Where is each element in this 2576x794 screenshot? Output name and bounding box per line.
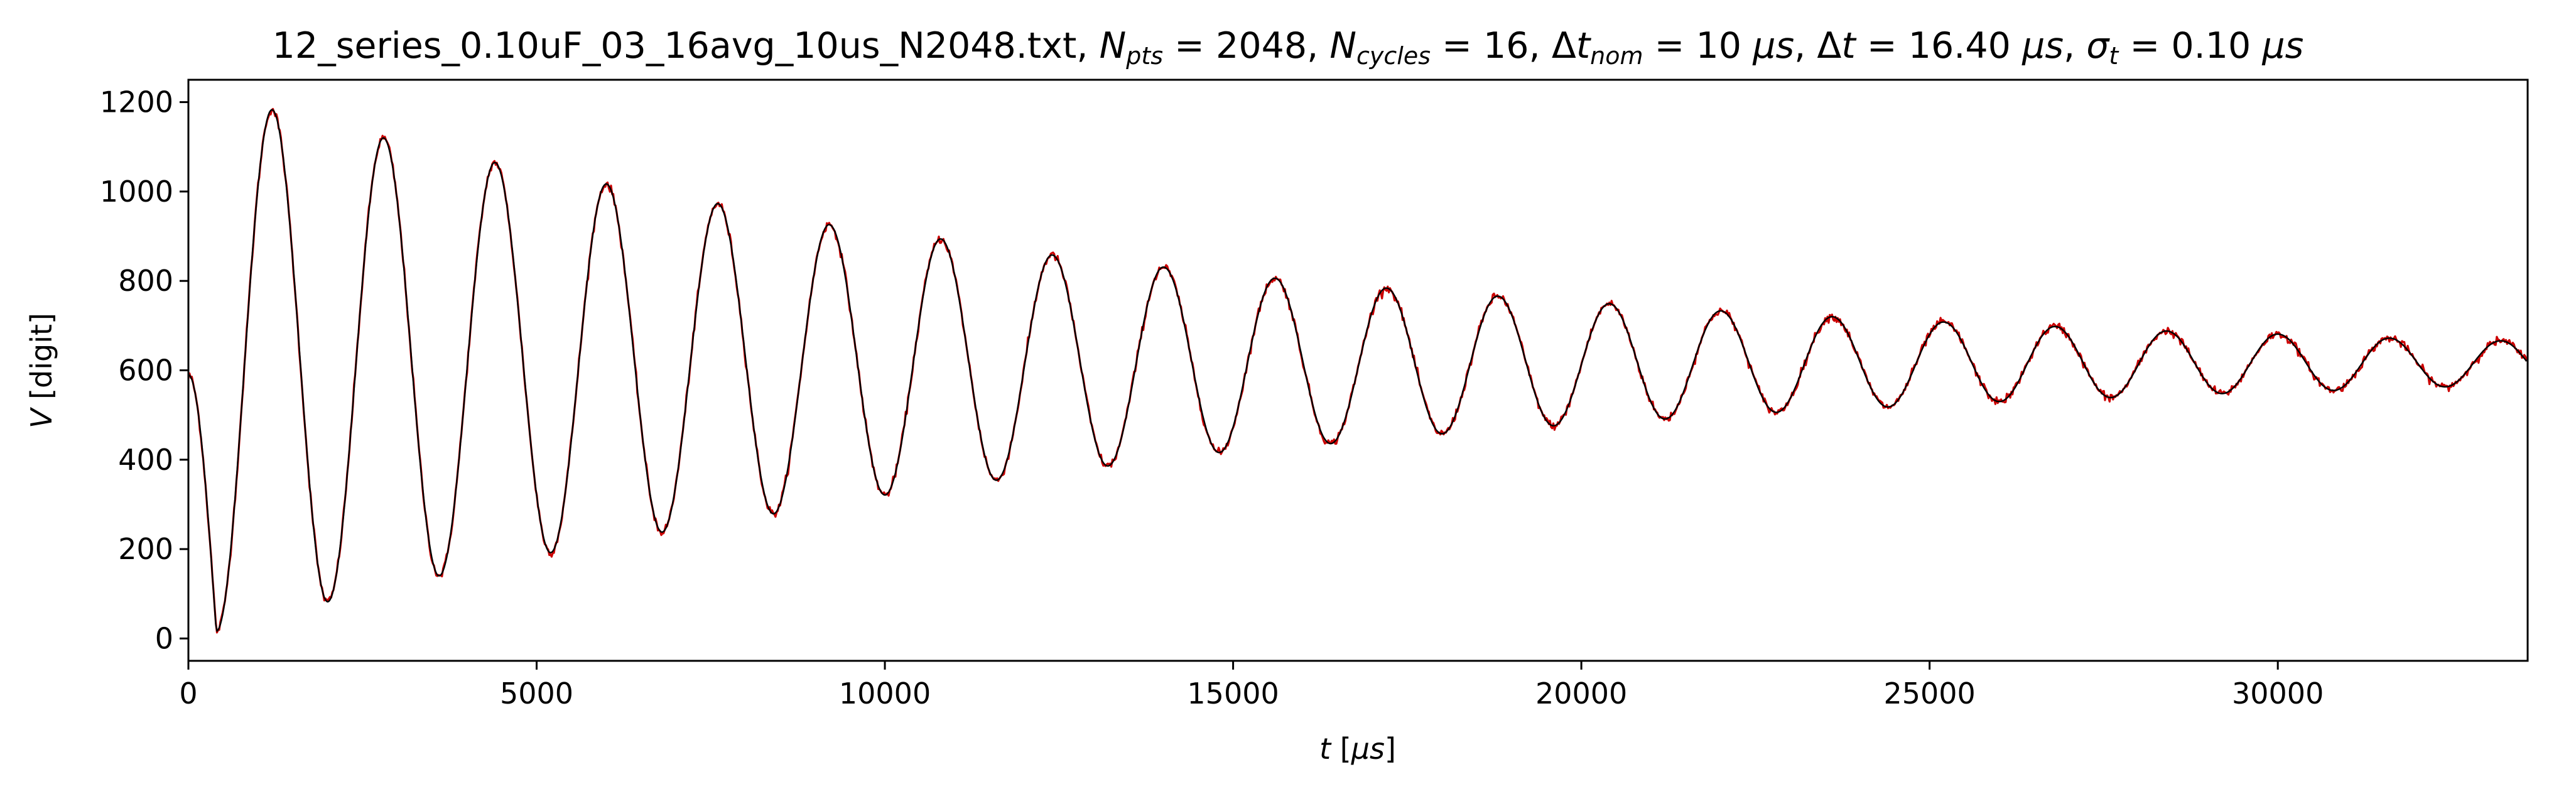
title-sigma-sub: t: [2109, 42, 2119, 70]
title-dtnom-unit: μs: [1752, 25, 1794, 67]
title-dt-unit: μs: [2021, 25, 2064, 67]
x-axis-ticks: 0 5000 10000 15000 20000 25000 30000: [179, 661, 2324, 710]
series-fit-line: [188, 109, 2528, 632]
title-dt-var: t: [1841, 25, 1857, 67]
title-npts-var: N: [1100, 25, 1127, 67]
x-tick-label: 30000: [2232, 677, 2324, 710]
title-sigma-value: = 0.10: [2118, 25, 2262, 67]
title-npts-value: = 2048,: [1163, 25, 1318, 67]
x-tick-label: 20000: [1535, 677, 1627, 710]
y-axis-ticks: 0 200 400 600 800 1000 1200: [100, 85, 188, 655]
y-axis-label-unit: [digit]: [24, 313, 58, 409]
title-dtnom-delta: Δ: [1552, 25, 1576, 67]
y-tick-label: 600: [118, 354, 173, 388]
x-tick-label: 10000: [839, 677, 931, 710]
x-axis-label-unit: μs: [1351, 732, 1385, 766]
x-tick-label: 0: [179, 677, 197, 710]
title-dtnom-value: = 10: [1643, 25, 1753, 67]
title-sep-1: ,: [1794, 25, 1817, 67]
title-ncycles-var: N: [1329, 25, 1356, 67]
title-filename: 12_series_0.10uF_03_16avg_10us_N2048.txt…: [273, 25, 1088, 67]
y-tick-label: 200: [118, 532, 173, 566]
plot-frame: [187, 79, 2529, 662]
title-dtnom-var: t: [1576, 25, 1592, 67]
x-axis-label-close: ]: [1385, 732, 1396, 766]
x-axis-label-open: [: [1331, 732, 1351, 766]
y-tick-label: 1000: [100, 175, 173, 209]
x-tick-label: 25000: [1883, 677, 1975, 710]
series-layer: [187, 107, 2528, 634]
title-ncycles-value: = 16,: [1431, 25, 1540, 67]
y-axis-label: V [digit]: [24, 313, 58, 428]
y-tick-label: 400: [118, 443, 173, 477]
y-tick-label: 1200: [100, 85, 173, 119]
title-sigma-var: σ: [2086, 25, 2110, 67]
title-npts-sub: pts: [1125, 42, 1163, 70]
title-sigma-unit: μs: [2261, 25, 2303, 67]
y-axis-label-var: V: [24, 406, 58, 428]
x-tick-label: 15000: [1187, 677, 1279, 710]
x-axis-label: t [μs]: [1319, 732, 1396, 766]
title-dtnom-sub: nom: [1590, 42, 1643, 70]
title-dt-value: = 16.40: [1856, 25, 2022, 67]
chart-title: 12_series_0.10uF_03_16avg_10us_N2048.txt…: [273, 25, 2304, 70]
x-axis-label-var: t: [1319, 732, 1332, 766]
y-tick-label: 0: [155, 621, 173, 655]
title-ncycles-sub: cycles: [1356, 42, 1431, 70]
x-tick-label: 5000: [500, 677, 573, 710]
title-sep-2: ,: [2064, 25, 2086, 67]
title-dt-delta: Δ: [1817, 25, 1841, 67]
y-tick-label: 800: [118, 264, 173, 298]
